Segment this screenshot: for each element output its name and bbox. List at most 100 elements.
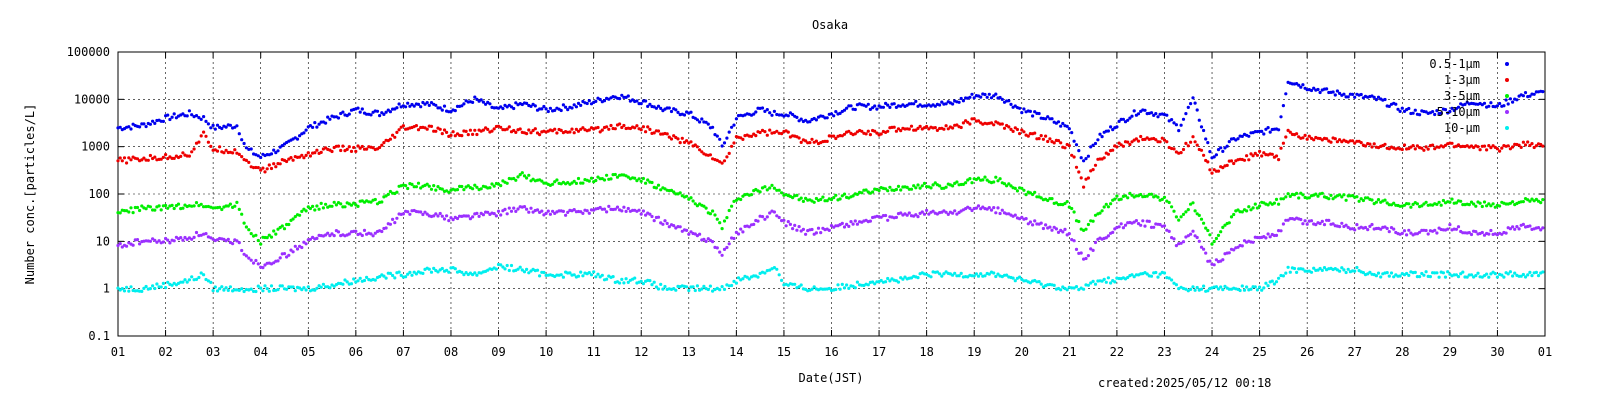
data-point xyxy=(1495,147,1499,151)
data-point xyxy=(395,106,399,110)
data-point xyxy=(535,208,540,212)
data-point xyxy=(382,141,386,145)
data-point xyxy=(613,172,617,177)
data-point xyxy=(1351,92,1355,96)
data-point xyxy=(166,113,170,117)
data-point xyxy=(1221,258,1225,262)
data-point xyxy=(499,184,503,188)
data-point xyxy=(1162,195,1167,199)
data-point xyxy=(228,202,232,206)
data-point xyxy=(140,204,144,208)
data-point xyxy=(131,243,135,247)
data-point xyxy=(525,176,529,180)
data-point xyxy=(352,201,356,205)
data-point xyxy=(492,184,496,188)
data-point xyxy=(772,210,777,214)
data-point xyxy=(393,276,397,280)
data-point xyxy=(222,288,226,292)
data-point xyxy=(589,176,594,180)
data-point xyxy=(972,96,976,100)
data-point xyxy=(1433,228,1437,232)
data-point xyxy=(791,227,795,231)
data-point xyxy=(959,271,963,275)
data-point xyxy=(641,282,646,286)
data-point xyxy=(1152,113,1156,117)
data-point xyxy=(272,162,276,166)
data-point xyxy=(1102,277,1106,281)
data-point xyxy=(1229,215,1234,219)
data-point xyxy=(1079,227,1083,231)
data-point xyxy=(204,119,208,123)
data-point xyxy=(1232,161,1236,166)
data-point xyxy=(1022,188,1026,192)
data-point xyxy=(213,127,217,131)
data-point xyxy=(263,170,267,174)
data-point xyxy=(579,210,583,214)
data-point xyxy=(864,104,868,108)
data-point xyxy=(966,275,970,279)
data-point xyxy=(176,202,181,206)
data-point xyxy=(1487,202,1491,206)
data-point xyxy=(951,211,955,215)
data-point xyxy=(122,289,127,293)
data-point xyxy=(179,154,183,158)
data-point xyxy=(1333,137,1337,141)
data-point xyxy=(661,222,665,226)
data-point xyxy=(460,184,464,189)
data-point xyxy=(1485,148,1489,152)
data-point xyxy=(395,130,399,134)
data-point xyxy=(525,207,529,211)
data-point xyxy=(197,275,201,280)
data-point xyxy=(295,137,300,141)
data-point xyxy=(1065,200,1069,204)
data-point xyxy=(1415,144,1419,148)
data-point xyxy=(727,151,731,155)
data-point xyxy=(777,215,781,220)
data-point xyxy=(202,130,206,134)
data-point xyxy=(1379,275,1383,279)
data-point xyxy=(429,101,434,105)
data-point xyxy=(1530,142,1534,146)
data-point xyxy=(1011,276,1015,280)
data-point xyxy=(1046,139,1050,144)
data-point xyxy=(1277,202,1281,206)
data-point xyxy=(1212,155,1216,159)
x-tick-label: 09 xyxy=(491,345,505,359)
data-point xyxy=(464,214,468,218)
data-point xyxy=(970,208,974,213)
data-point xyxy=(1242,158,1247,162)
x-tick-label: 08 xyxy=(444,345,458,359)
data-point xyxy=(702,204,706,208)
data-point xyxy=(1517,227,1521,231)
data-point xyxy=(479,187,483,191)
data-point xyxy=(408,270,412,274)
data-point xyxy=(1063,227,1067,231)
data-point xyxy=(263,263,267,267)
data-point xyxy=(1422,273,1426,277)
data-point xyxy=(1344,198,1348,202)
data-point xyxy=(194,201,199,205)
data-point xyxy=(1342,268,1346,272)
data-point xyxy=(1048,225,1052,229)
data-point xyxy=(1534,270,1538,274)
data-point xyxy=(269,166,274,171)
x-tick-label: 15 xyxy=(777,345,791,359)
data-point xyxy=(274,232,278,236)
data-point xyxy=(1165,199,1169,203)
data-point xyxy=(1333,93,1337,97)
data-point xyxy=(1366,272,1370,276)
data-point xyxy=(810,227,814,232)
data-point xyxy=(624,277,628,281)
data-point xyxy=(799,140,803,144)
data-point xyxy=(782,218,786,222)
data-point xyxy=(1077,149,1081,153)
data-point xyxy=(1106,152,1110,156)
data-point xyxy=(199,202,203,206)
legend-label: 1-3μm xyxy=(1444,73,1480,87)
data-point xyxy=(992,206,996,210)
data-point xyxy=(1189,287,1193,291)
data-point xyxy=(905,213,909,217)
data-point xyxy=(553,108,557,112)
data-point xyxy=(371,234,375,238)
data-point xyxy=(715,134,719,138)
